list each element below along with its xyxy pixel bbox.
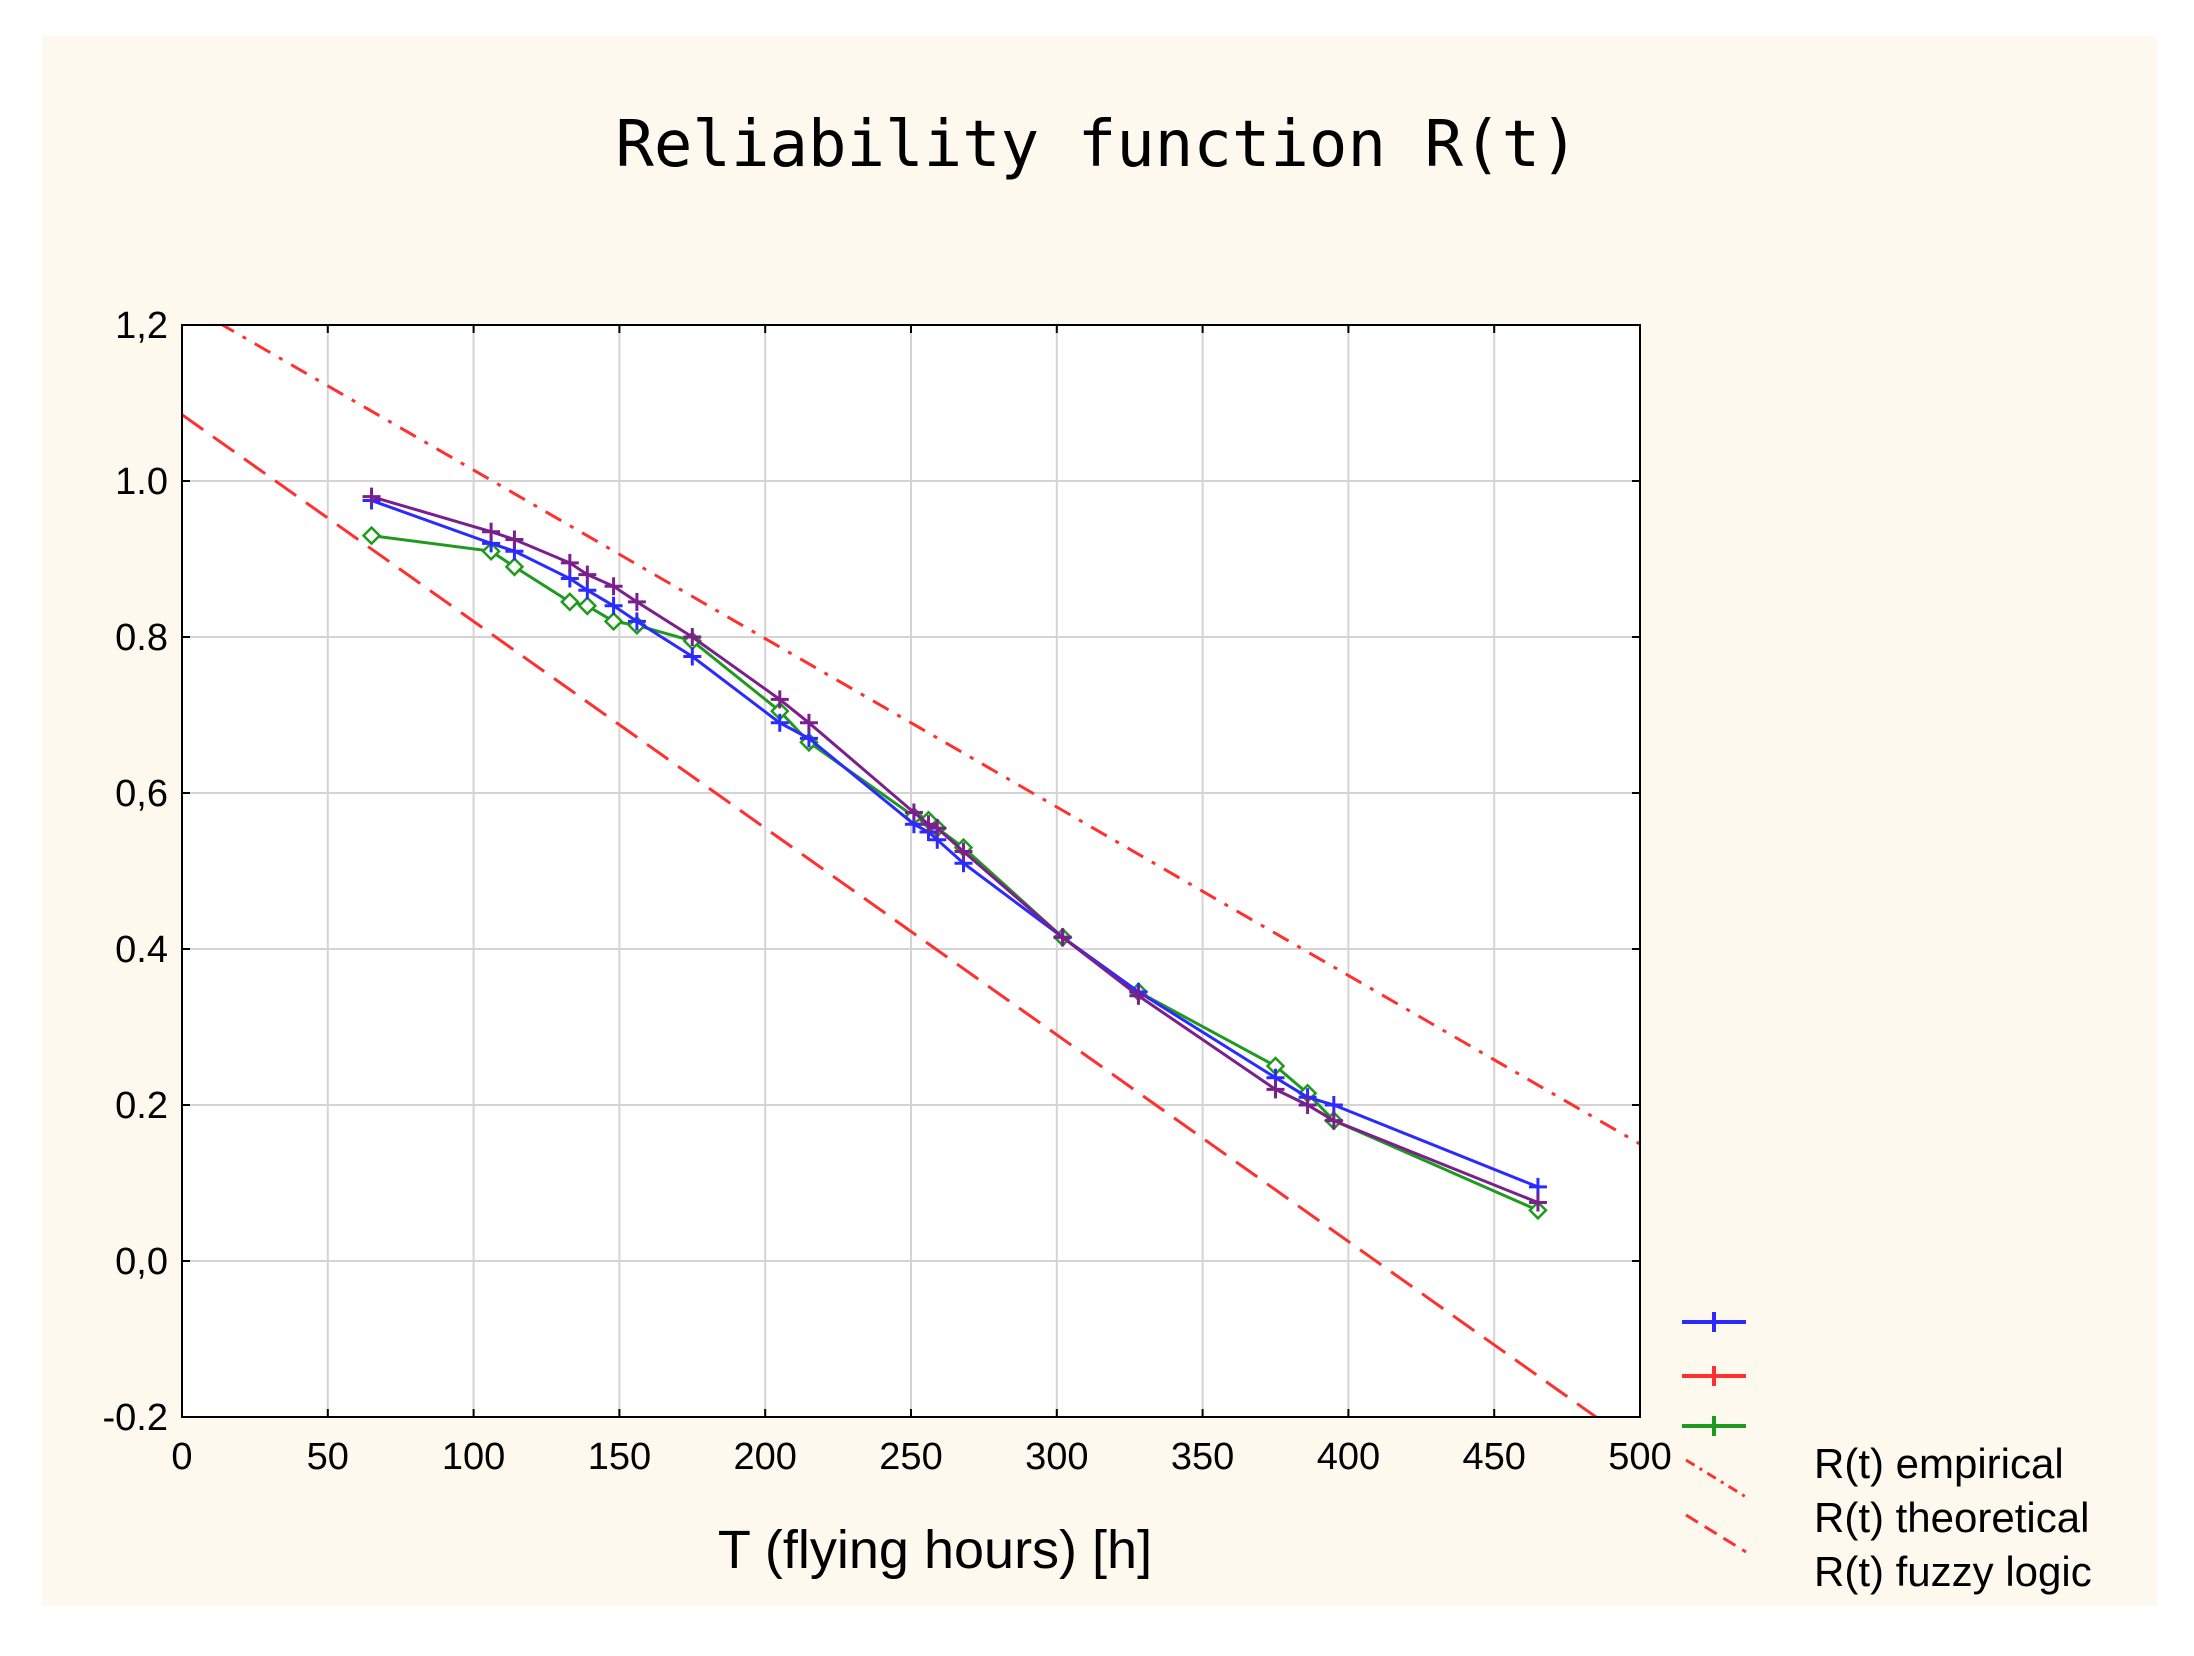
grid-lines bbox=[182, 325, 1640, 1417]
legend-label: R(t) fuzzy logic bbox=[1814, 1548, 2092, 1595]
chart-title: Reliability function R(t) bbox=[615, 108, 1579, 182]
data-point bbox=[505, 530, 524, 549]
x-tick-label: 450 bbox=[1462, 1436, 1525, 1478]
legend-dashdot-symbol bbox=[1685, 1458, 1747, 1499]
x-tick-label: 500 bbox=[1608, 1436, 1671, 1478]
data-point bbox=[683, 647, 702, 666]
legend-symbol bbox=[1682, 1416, 1746, 1436]
y-tick-label: 0.8 bbox=[115, 617, 168, 659]
series-line bbox=[371, 495, 1539, 1204]
data-point bbox=[683, 628, 702, 646]
x-tick-label: 100 bbox=[442, 1436, 505, 1478]
data-point bbox=[1528, 1177, 1547, 1196]
data-point bbox=[604, 596, 623, 615]
data-point bbox=[1129, 986, 1148, 1005]
data-point bbox=[504, 557, 525, 577]
data-point bbox=[577, 596, 598, 616]
y-tick-label: 0.4 bbox=[115, 929, 168, 971]
x-tick-label: 150 bbox=[588, 1436, 651, 1478]
x-tick-label: 400 bbox=[1317, 1436, 1380, 1478]
x-tick-label: 50 bbox=[307, 1436, 349, 1478]
data-point bbox=[1324, 1096, 1343, 1114]
x-tick-label: 300 bbox=[1025, 1436, 1088, 1478]
y-tick-label: 0.2 bbox=[115, 1085, 168, 1127]
legend-label: R(t) theoretical bbox=[1814, 1494, 2089, 1541]
data-point bbox=[560, 553, 579, 572]
reference-lines bbox=[182, 325, 1640, 1417]
data-series bbox=[361, 487, 1548, 1221]
x-tick-label: 250 bbox=[879, 1436, 942, 1478]
data-point bbox=[482, 522, 501, 541]
legend-symbol bbox=[1682, 1366, 1746, 1386]
x-axis-label: T (flying hours) [h] bbox=[718, 1520, 1152, 1580]
legend-symbol bbox=[1682, 1312, 1746, 1332]
legend: R(t) empirical R(t) theoretical R(t) fuzzy… bbox=[1682, 1312, 2092, 1595]
data-point bbox=[928, 819, 947, 838]
data-point bbox=[799, 713, 818, 732]
data-point bbox=[954, 842, 973, 861]
upper-bound-line bbox=[219, 325, 1640, 1146]
data-point bbox=[770, 713, 789, 732]
series-r-t-theoretical bbox=[362, 487, 1547, 1212]
data-point bbox=[627, 592, 646, 611]
data-point bbox=[904, 803, 923, 822]
y-tick-label: 0,0 bbox=[115, 1241, 168, 1283]
x-tick-label: 0 bbox=[171, 1436, 192, 1478]
data-point bbox=[919, 815, 938, 834]
axis-ticks: 0 50 100 150 200 250 300 350 400 450 500 -0.2 0,0 0.2… bbox=[103, 305, 1672, 1478]
y-tick-label: 1,2 bbox=[115, 305, 168, 347]
y-tick-label: -0.2 bbox=[103, 1397, 168, 1439]
legend-label: R(t) empirical bbox=[1814, 1440, 2064, 1487]
x-tick-label: 350 bbox=[1171, 1436, 1234, 1478]
data-point bbox=[1298, 1096, 1317, 1114]
y-tick-label: 0,6 bbox=[115, 773, 168, 815]
data-point bbox=[560, 592, 580, 612]
data-point bbox=[560, 569, 579, 588]
data-point bbox=[1266, 1080, 1285, 1099]
data-point bbox=[603, 611, 624, 632]
x-tick-label: 200 bbox=[733, 1436, 796, 1478]
legend-dashed-symbol bbox=[1685, 1513, 1747, 1554]
data-point bbox=[578, 565, 597, 584]
data-point bbox=[361, 525, 382, 546]
y-tick-label: 1.0 bbox=[115, 461, 168, 503]
series-r-t-empirical bbox=[362, 491, 1547, 1196]
data-point bbox=[799, 729, 818, 748]
series-line bbox=[371, 499, 1539, 1189]
data-point bbox=[770, 690, 789, 709]
data-point bbox=[1053, 928, 1072, 947]
data-point bbox=[1528, 1193, 1547, 1212]
data-point bbox=[578, 581, 597, 600]
lower-bound-line bbox=[182, 413, 1599, 1417]
data-point bbox=[362, 487, 381, 506]
data-point bbox=[604, 577, 623, 596]
data-point bbox=[1324, 1111, 1343, 1130]
data-point bbox=[627, 612, 646, 631]
